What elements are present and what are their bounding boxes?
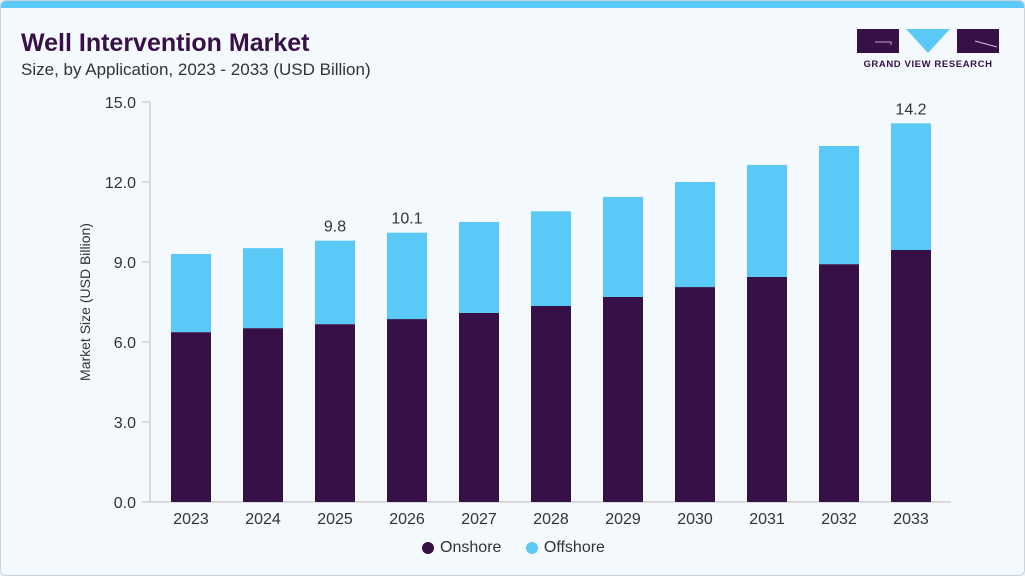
x-tick-label: 2030	[677, 511, 713, 528]
onshore-swatch	[422, 542, 435, 554]
bar-offshore-2023	[171, 254, 211, 333]
bar-onshore-2027	[459, 312, 499, 502]
y-tick-label: 12.0	[105, 175, 136, 192]
data-label: 14.2	[895, 101, 926, 118]
bar-onshore-2029	[603, 296, 643, 502]
bar-onshore-2032	[819, 264, 859, 502]
bar-offshore-2032	[819, 146, 859, 265]
accent-bar	[1, 1, 1024, 8]
bar-offshore-2028	[531, 211, 571, 306]
bar-onshore-2025	[315, 324, 355, 502]
bar-offshore-2024	[243, 248, 283, 329]
bar-offshore-2029	[603, 196, 643, 297]
bar-onshore-2023	[171, 332, 211, 502]
legend-label: Offshore	[543, 539, 605, 556]
offshore-swatch	[525, 542, 538, 554]
legend-item-onshore[interactable]: Onshore	[422, 539, 501, 557]
bar-offshore-2026	[387, 232, 427, 320]
x-tick-label: 2032	[821, 511, 857, 528]
x-tick-label: 2023	[173, 511, 209, 528]
grand-view-research-logo	[857, 29, 999, 53]
bar-offshore-2031	[747, 164, 787, 277]
x-tick-label: 2028	[533, 511, 569, 528]
chart-subtitle: Size, by Application, 2023 - 2033 (USD B…	[21, 60, 371, 79]
y-tick-label: 6.0	[114, 335, 136, 352]
x-tick-label: 2031	[749, 511, 785, 528]
legend-label: Onshore	[440, 539, 502, 556]
y-tick-label: 0.0	[114, 495, 136, 512]
legend: Onshore Offshore	[1, 539, 1024, 559]
bar-onshore-2033	[891, 250, 931, 502]
x-tick-label: 2027	[461, 511, 497, 528]
y-axis-title: Market Size (USD Billion)	[77, 223, 93, 381]
y-tick-label: 9.0	[114, 255, 136, 272]
bar-onshore-2024	[243, 328, 283, 502]
bar-offshore-2033	[891, 123, 931, 250]
x-tick-label: 2029	[605, 511, 641, 528]
x-tick-label: 2024	[245, 511, 281, 528]
bar-offshore-2025	[315, 240, 355, 325]
bar-onshore-2030	[675, 287, 715, 502]
bar-offshore-2027	[459, 222, 499, 313]
x-tick-label: 2025	[317, 511, 353, 528]
bar-offshore-2030	[675, 182, 715, 288]
bar-onshore-2028	[531, 306, 571, 502]
bar-onshore-2026	[387, 319, 427, 502]
x-tick-label: 2033	[893, 511, 929, 528]
bar-onshore-2031	[747, 276, 787, 502]
chart-title: Well Intervention Market	[21, 29, 310, 57]
logo-text: GRAND VIEW RESEARCH	[863, 59, 993, 70]
y-tick-label: 3.0	[114, 415, 136, 432]
data-label: 10.1	[391, 211, 422, 228]
data-label: 9.8	[324, 219, 346, 236]
x-tick-label: 2026	[389, 511, 425, 528]
y-tick-label: 15.0	[105, 95, 136, 112]
legend-item-offshore[interactable]: Offshore	[525, 539, 605, 557]
